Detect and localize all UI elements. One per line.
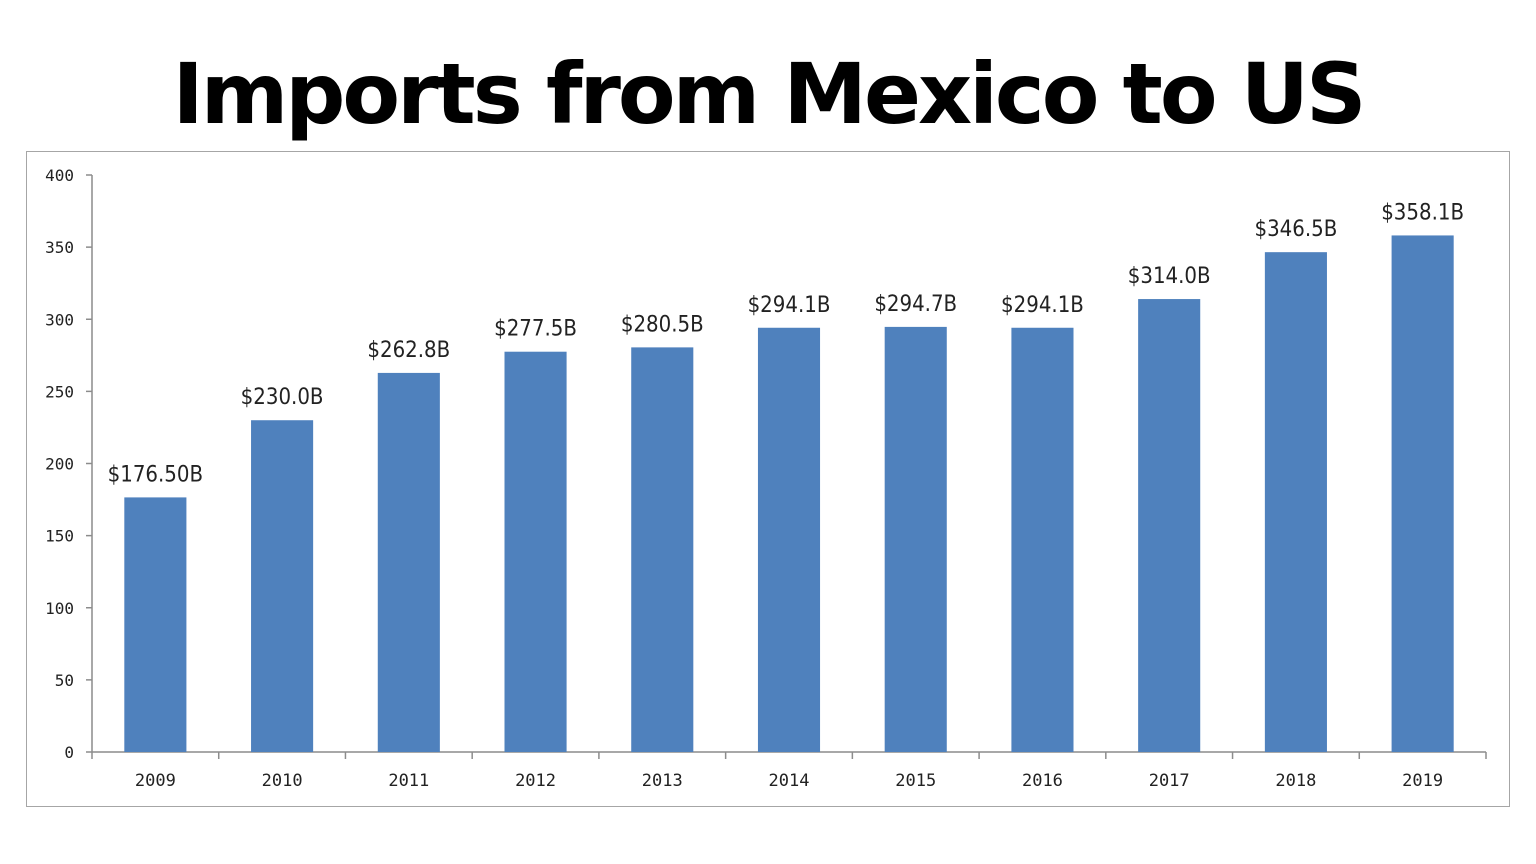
bar-2014 <box>757 327 821 752</box>
y-tick-label: 400 <box>45 166 74 185</box>
x-category-label: 2018 <box>1275 771 1316 791</box>
bar-2018 <box>1264 252 1327 752</box>
bar-2011 <box>377 372 440 752</box>
x-category-label: 2009 <box>135 771 176 791</box>
data-label-2011: $262.8B <box>367 338 450 363</box>
x-category-label: 2015 <box>895 771 936 791</box>
data-label-2010: $230.0B <box>241 385 324 410</box>
bar-2016 <box>1011 327 1074 752</box>
y-tick-label: 350 <box>45 238 74 257</box>
data-label-2018: $346.5B <box>1255 217 1338 242</box>
x-category-label: 2012 <box>515 771 556 791</box>
y-tick-label: 300 <box>45 310 74 329</box>
bar-2009 <box>124 497 187 752</box>
x-category-label: 2019 <box>1402 771 1443 791</box>
y-tick-label: 150 <box>45 527 74 546</box>
x-category-label: 2017 <box>1149 771 1190 791</box>
y-tick-label: 250 <box>45 382 74 401</box>
bar-2017 <box>1138 299 1201 752</box>
data-label-2014: $294.1B <box>748 293 831 318</box>
data-label-2017: $314.0B <box>1128 264 1211 289</box>
data-label-2019: $358.1B <box>1381 200 1464 225</box>
x-axis-categories: 2009 2010 2011 2012 2013 2014 2015 2016 2017 2018… <box>91 752 1487 791</box>
y-tick-label: 50 <box>55 671 74 690</box>
x-category-label: 2011 <box>388 771 429 791</box>
bar-2013 <box>631 347 694 752</box>
x-category-label: 2013 <box>642 771 683 791</box>
data-label-2016: $294.1B <box>1001 293 1084 318</box>
data-labels: $176.50B $230.0B $262.8B $277.5B $280.5B $294… <box>108 200 1464 487</box>
bar-2012 <box>504 351 567 752</box>
x-category-label: 2016 <box>1022 771 1063 791</box>
bars <box>124 235 1454 753</box>
y-tick-label: 200 <box>45 455 74 474</box>
y-tick-label: 100 <box>45 599 74 618</box>
bar-2010 <box>251 420 314 752</box>
bar-2019 <box>1391 235 1454 753</box>
data-label-2012: $277.5B <box>494 317 577 342</box>
y-axis-ticks: 0 50 100 150 200 250 300 350 400 <box>45 166 92 762</box>
y-tick-label: 0 <box>64 743 74 762</box>
chart-title: Imports from Mexico to US <box>172 45 1367 143</box>
bar-2015 <box>884 326 947 752</box>
data-label-2009: $176.50B <box>108 462 203 487</box>
x-category-label: 2010 <box>262 771 303 791</box>
x-category-label: 2014 <box>769 771 810 791</box>
data-label-2015: $294.7B <box>874 292 957 317</box>
data-label-2013: $280.5B <box>621 312 704 337</box>
